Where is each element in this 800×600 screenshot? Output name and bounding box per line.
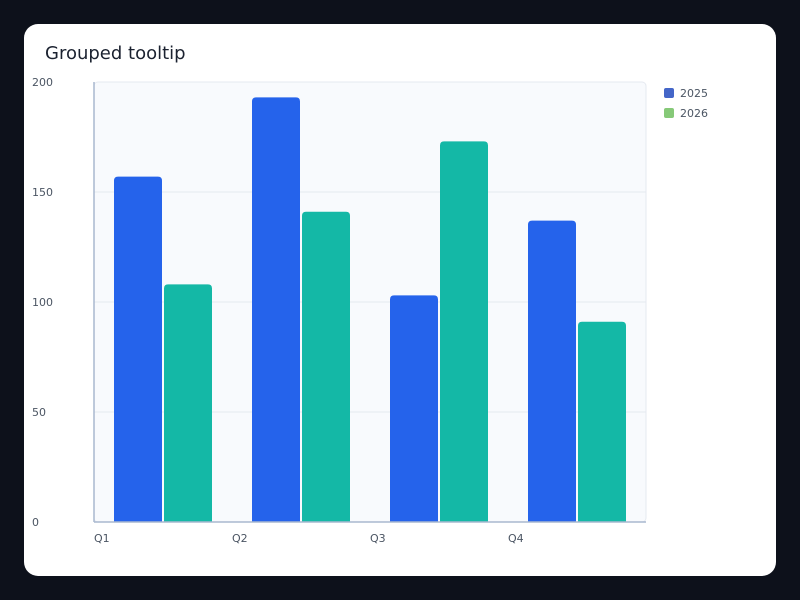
legend-item-2026[interactable]: 2026	[664, 103, 708, 123]
bar-2025-q2[interactable]	[252, 97, 300, 523]
bar-2025-q4[interactable]	[528, 220, 576, 522]
legend-swatch-2026	[664, 108, 674, 118]
legend-swatch-2025	[664, 88, 674, 98]
y-tick-label-200: 200	[32, 76, 53, 89]
bar-2026-q3[interactable]	[440, 141, 488, 522]
y-tick-label-0: 0	[32, 516, 39, 529]
bars	[114, 97, 626, 523]
bar-2025-q3[interactable]	[390, 295, 438, 522]
legend: 2025 2026	[664, 83, 708, 123]
x-tick-label-q3: Q3	[370, 532, 386, 545]
chart-card: Grouped tooltip 0 50 100 150 200 Q1 Q2 Q3 Q4 20…	[24, 24, 776, 576]
chart-svg: 0 50 100 150 200 Q1 Q2 Q3 Q4	[32, 76, 647, 545]
chart-title: Grouped tooltip	[45, 43, 186, 64]
y-tick-labels: 0 50 100 150 200	[32, 76, 53, 529]
legend-item-2025[interactable]: 2025	[664, 83, 708, 103]
x-tick-label-q1: Q1	[94, 532, 110, 545]
x-tick-label-q4: Q4	[508, 532, 524, 545]
legend-label-2025: 2025	[680, 86, 708, 100]
x-tick-label-q2: Q2	[232, 532, 248, 545]
bar-2026-q1[interactable]	[164, 284, 212, 522]
y-tick-label-100: 100	[32, 296, 53, 309]
legend-label-2026: 2026	[680, 106, 708, 120]
y-tick-label-50: 50	[32, 406, 46, 419]
bar-2025-q1[interactable]	[114, 176, 162, 522]
bar-2026-q2[interactable]	[302, 211, 350, 523]
bar-2026-q4[interactable]	[578, 321, 626, 522]
y-tick-label-150: 150	[32, 186, 53, 199]
x-tick-labels: Q1 Q2 Q3 Q4	[94, 532, 524, 545]
